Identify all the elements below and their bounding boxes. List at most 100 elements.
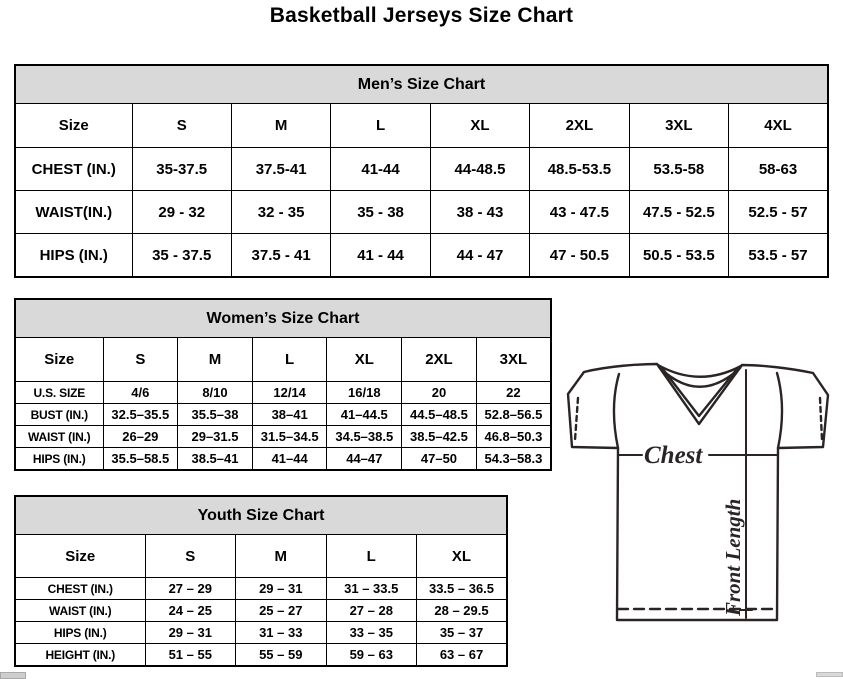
women-cell-3-0: 35.5–58.5 (102, 447, 179, 471)
men-cell-0-6: 58-63 (728, 147, 829, 191)
youth-cell-3-3: 63 – 67 (416, 643, 508, 667)
right-armhole-seam (775, 371, 784, 450)
women-cell-0-1: 8/10 (177, 381, 253, 404)
men-cell-0-1: 37.5-41 (230, 147, 332, 191)
youth-cell-1-0: 24 – 25 (144, 599, 236, 622)
men-cell-1-6: 52.5 - 57 (728, 190, 829, 234)
women-column-header-4: XL (326, 337, 403, 382)
women-cell-1-3: 41–44.5 (326, 403, 403, 426)
left-armhole-seam (612, 372, 621, 450)
youth-size-table: Youth Size Chart Size S M L XL CHEST (IN.) 27 –… (14, 495, 508, 667)
youth-cell-0-1: 29 – 31 (235, 577, 327, 600)
men-cell-0-5: 53.5-58 (628, 147, 730, 191)
men-cell-0-0: 35-37.5 (131, 147, 232, 191)
women-row-label-0: U.S. SIZE (14, 381, 104, 404)
women-column-header-1: S (102, 337, 179, 382)
men-cell-1-2: 35 - 38 (330, 190, 431, 234)
women-cell-3-2: 41–44 (251, 447, 328, 471)
men-cell-2-1: 37.5 - 41 (230, 233, 332, 278)
women-cell-0-4: 20 (401, 381, 477, 404)
youth-cell-3-0: 51 – 55 (144, 643, 236, 667)
youth-table-title: Youth Size Chart (14, 495, 508, 535)
women-data-row-1: BUST (IN.) 32.5–35.5 35.5–38 38–41 41–44.5 44… (14, 403, 552, 426)
women-row-label-2: WAIST (IN.) (14, 425, 104, 448)
men-cell-1-4: 43 - 47.5 (529, 190, 630, 234)
women-column-header-6: 3XL (475, 337, 552, 382)
youth-header-row: Size S M L XL (14, 534, 508, 578)
collar-v-inner-line (660, 366, 739, 418)
women-cell-3-5: 54.3–58.3 (475, 447, 552, 471)
women-row-label-3: HIPS (IN.) (14, 447, 104, 471)
women-column-header-0: Size (14, 337, 104, 382)
men-column-header-3: L (330, 103, 431, 148)
women-cell-1-0: 32.5–35.5 (102, 403, 179, 426)
men-cell-1-5: 47.5 - 52.5 (628, 190, 730, 234)
youth-cell-3-2: 59 – 63 (325, 643, 417, 667)
women-cell-2-3: 34.5–38.5 (326, 425, 403, 448)
youth-data-row-2: HIPS (IN.) 29 – 31 31 – 33 33 – 35 35 – 37 (14, 621, 508, 644)
youth-cell-2-2: 33 – 35 (325, 621, 417, 644)
women-data-row-0: U.S. SIZE 4/6 8/10 12/14 16/18 20 22 (14, 381, 552, 404)
front-length-label: Front Length (721, 499, 745, 617)
women-cell-2-4: 38.5–42.5 (401, 425, 477, 448)
youth-row-label-1: WAIST (IN.) (14, 599, 146, 622)
jersey-outline-icon (566, 362, 830, 622)
men-row-label-2: HIPS (IN.) (14, 233, 133, 278)
youth-cell-1-2: 27 – 28 (325, 599, 417, 622)
men-cell-0-2: 41-44 (330, 147, 431, 191)
men-table-title: Men’s Size Chart (14, 64, 829, 104)
women-data-row-3: HIPS (IN.) 35.5–58.5 38.5–41 41–44 44–47 47–5… (14, 447, 552, 471)
youth-cell-2-0: 29 – 31 (144, 621, 236, 644)
men-column-header-5: 2XL (529, 103, 630, 148)
men-cell-2-4: 47 - 50.5 (529, 233, 630, 278)
women-cell-2-1: 29–31.5 (177, 425, 253, 448)
youth-column-header-4: XL (416, 534, 508, 578)
jersey-measurement-diagram: Chest Front Length (566, 362, 830, 622)
women-cell-0-2: 12/14 (251, 381, 328, 404)
youth-data-row-3: HEIGHT (IN.) 51 – 55 55 – 59 59 – 63 63 – 67 (14, 643, 508, 667)
women-cell-2-0: 26–29 (102, 425, 179, 448)
men-cell-2-0: 35 - 37.5 (131, 233, 232, 278)
men-cell-2-2: 41 - 44 (330, 233, 431, 278)
women-cell-1-1: 35.5–38 (177, 403, 253, 426)
men-column-header-4: XL (429, 103, 531, 148)
youth-row-label-3: HEIGHT (IN.) (14, 643, 146, 667)
youth-row-label-0: CHEST (IN.) (14, 577, 146, 600)
youth-column-header-1: S (144, 534, 236, 578)
women-cell-0-0: 4/6 (102, 381, 179, 404)
women-column-header-3: L (251, 337, 328, 382)
women-data-row-2: WAIST (IN.) 26–29 29–31.5 31.5–34.5 34.5–38.… (14, 425, 552, 448)
youth-cell-1-1: 25 – 27 (235, 599, 327, 622)
men-row-label-0: CHEST (IN.) (14, 147, 133, 191)
men-cell-0-3: 44-48.5 (429, 147, 531, 191)
horizontal-scrollbar-track-end[interactable] (816, 672, 843, 677)
right-cuff-stitch-line (818, 396, 824, 442)
women-cell-0-5: 22 (475, 381, 552, 404)
men-cell-1-0: 29 - 32 (131, 190, 232, 234)
men-cell-2-5: 50.5 - 53.5 (628, 233, 730, 278)
men-column-header-0: Size (14, 103, 133, 148)
youth-cell-3-1: 55 – 59 (235, 643, 327, 667)
women-cell-3-4: 47–50 (401, 447, 477, 471)
youth-data-row-0: CHEST (IN.) 27 – 29 29 – 31 31 – 33.5 33.5 –… (14, 577, 508, 600)
youth-column-header-2: M (235, 534, 327, 578)
youth-cell-1-3: 28 – 29.5 (416, 599, 508, 622)
men-data-row-1: WAIST(IN.) 29 - 32 32 - 35 35 - 38 38 - 43 43… (14, 190, 829, 234)
collar-inner-curve-top (656, 363, 743, 378)
men-cell-1-1: 32 - 35 (230, 190, 332, 234)
women-header-row: Size S M L XL 2XL 3XL (14, 337, 552, 382)
womens-size-table: Women’s Size Chart Size S M L XL 2XL 3XL U.S. SI… (14, 298, 552, 471)
women-row-label-1: BUST (IN.) (14, 403, 104, 426)
women-cell-1-5: 52.8–56.5 (475, 403, 552, 426)
women-cell-0-3: 16/18 (326, 381, 403, 404)
horizontal-scrollbar-thumb[interactable] (0, 672, 26, 679)
youth-cell-2-1: 31 – 33 (235, 621, 327, 644)
women-cell-1-2: 38–41 (251, 403, 328, 426)
chest-label: Chest (644, 442, 703, 469)
women-cell-2-2: 31.5–34.5 (251, 425, 328, 448)
youth-column-header-3: L (325, 534, 417, 578)
men-cell-1-3: 38 - 43 (429, 190, 531, 234)
women-column-header-2: M (177, 337, 253, 382)
men-cell-2-6: 53.5 - 57 (728, 233, 829, 278)
